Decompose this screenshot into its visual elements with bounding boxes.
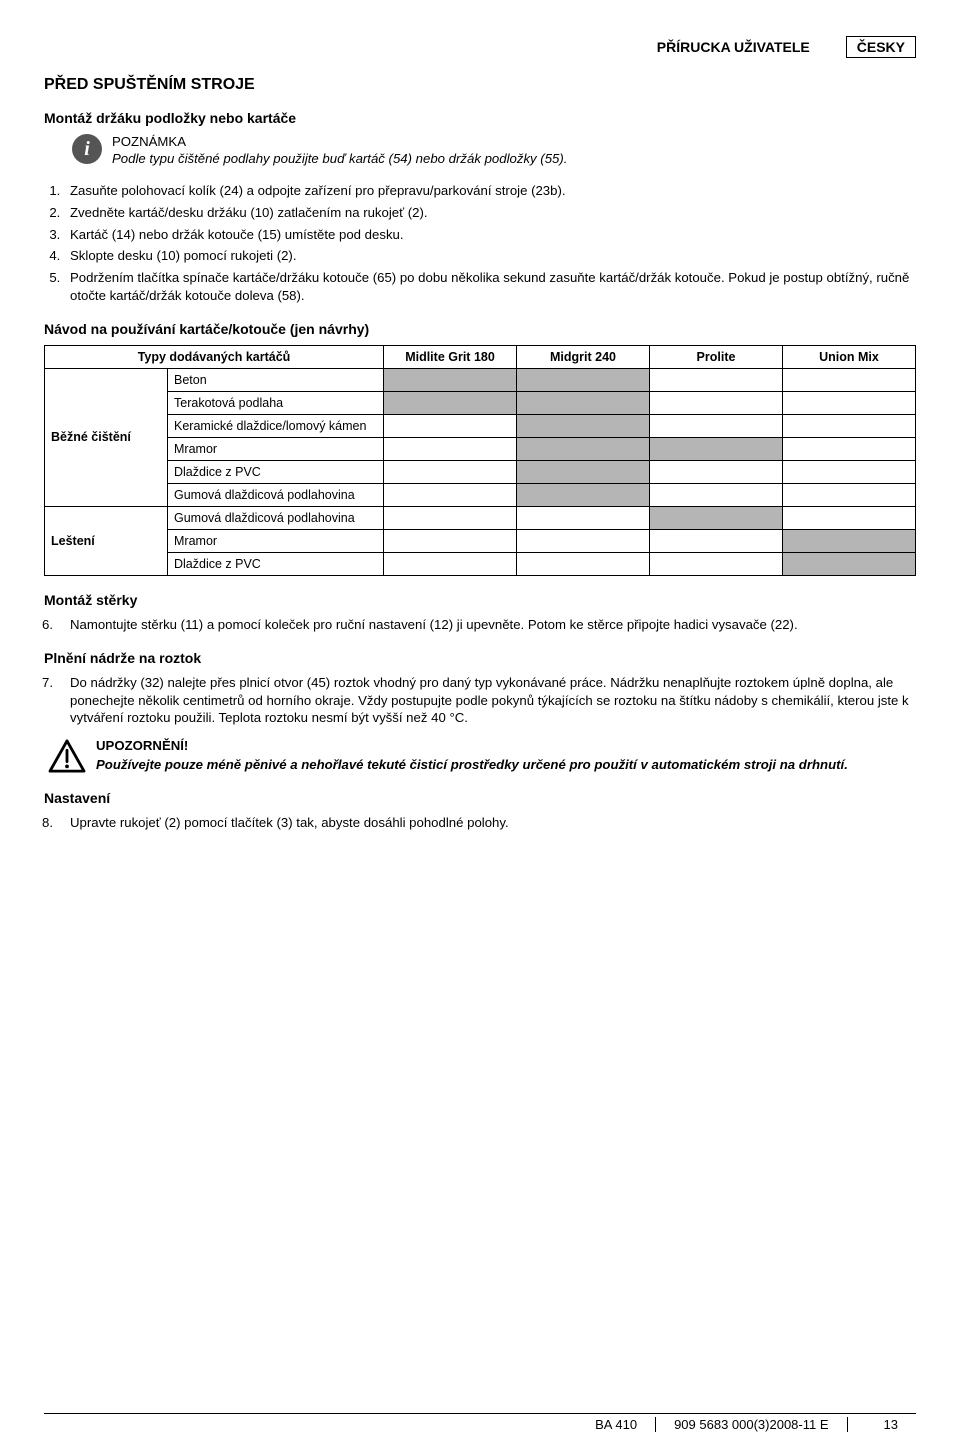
footer-page-number: 13 bbox=[847, 1417, 916, 1432]
squeegee-list: Namontujte stěrku (11) a pomocí koleček … bbox=[64, 616, 916, 634]
cell bbox=[384, 391, 517, 414]
cell bbox=[384, 368, 517, 391]
warning-text: UPOZORNĚNÍ! Používejte pouze méně pěnivé… bbox=[96, 737, 848, 774]
step-item: Sklopte desku (10) pomocí rukojeti (2). bbox=[64, 247, 916, 265]
step-item: Namontujte stěrku (11) a pomocí koleček … bbox=[64, 616, 916, 634]
note-text: POZNÁMKA Podle typu čištěné podlahy použ… bbox=[112, 134, 567, 166]
row-name: Dlaždice z PVC bbox=[168, 552, 384, 575]
warning-block: UPOZORNĚNÍ! Používejte pouze méně pěnivé… bbox=[48, 737, 916, 774]
info-icon: i bbox=[72, 134, 102, 164]
cell bbox=[650, 529, 783, 552]
col-brush-types: Typy dodávaných kartáčů bbox=[45, 345, 384, 368]
table-row: Dlaždice z PVC bbox=[45, 460, 916, 483]
cell bbox=[384, 414, 517, 437]
table-row: Terakotová podlaha bbox=[45, 391, 916, 414]
note-block: i POZNÁMKA Podle typu čištěné podlahy po… bbox=[72, 134, 916, 166]
table-row: Mramor bbox=[45, 529, 916, 552]
cell bbox=[384, 552, 517, 575]
squeegee-heading: Montáž stěrky bbox=[44, 592, 916, 608]
cell bbox=[783, 483, 916, 506]
cell bbox=[384, 529, 517, 552]
page: PŘÍRUCKA UŽIVATELE ČESKY PŘED SPUŠTĚNÍM … bbox=[0, 0, 960, 1454]
col-header: Prolite bbox=[650, 345, 783, 368]
step-item: Zasuňte polohovací kolík (24) a odpojte … bbox=[64, 182, 916, 200]
cell bbox=[650, 483, 783, 506]
warning-icon bbox=[48, 739, 86, 773]
page-footer: BA 410 909 5683 000(3)2008-11 E 13 bbox=[44, 1413, 916, 1432]
row-name: Dlaždice z PVC bbox=[168, 460, 384, 483]
step-item: Podržením tlačítka spínače kartáče/držák… bbox=[64, 269, 916, 305]
row-name: Mramor bbox=[168, 437, 384, 460]
col-header: Midgrit 240 bbox=[517, 345, 650, 368]
cell bbox=[783, 437, 916, 460]
section-heading-before-start: PŘED SPUŠTĚNÍM STROJE bbox=[44, 76, 916, 94]
cell bbox=[650, 460, 783, 483]
warning-body: Používejte pouze méně pěnivé a nehořlavé… bbox=[96, 757, 848, 772]
step-item: Zvedněte kartáč/desku držáku (10) zatlač… bbox=[64, 204, 916, 222]
footer-model: BA 410 bbox=[577, 1417, 655, 1432]
note-label: POZNÁMKA bbox=[112, 134, 567, 149]
cell bbox=[650, 368, 783, 391]
row-group-label: Leštení bbox=[45, 506, 168, 575]
row-group-label: Běžné čištění bbox=[45, 368, 168, 506]
cell bbox=[384, 506, 517, 529]
cell bbox=[517, 414, 650, 437]
cell bbox=[650, 414, 783, 437]
row-name: Terakotová podlaha bbox=[168, 391, 384, 414]
table-row: Gumová dlaždicová podlahovina bbox=[45, 483, 916, 506]
step-item: Do nádržky (32) nalejte přes plnicí otvo… bbox=[64, 674, 916, 727]
cell bbox=[783, 368, 916, 391]
cell bbox=[384, 437, 517, 460]
adjust-list: Upravte rukojeť (2) pomocí tlačítek (3) … bbox=[64, 814, 916, 832]
cell bbox=[517, 368, 650, 391]
table-row: LešteníGumová dlaždicová podlahovina bbox=[45, 506, 916, 529]
table-row: Keramické dlaždice/lomový kámen bbox=[45, 414, 916, 437]
brush-guide-heading: Návod na používání kartáče/kotouče (jen … bbox=[44, 321, 916, 337]
row-name: Gumová dlaždicová podlahovina bbox=[168, 506, 384, 529]
cell bbox=[783, 391, 916, 414]
cell bbox=[783, 552, 916, 575]
table-header-row: Typy dodávaných kartáčů Midlite Grit 180… bbox=[45, 345, 916, 368]
footer-doc-ref: 909 5683 000(3)2008-11 E bbox=[655, 1417, 846, 1432]
note-body: Podle typu čištěné podlahy použijte buď … bbox=[112, 151, 567, 166]
col-header: Midlite Grit 180 bbox=[384, 345, 517, 368]
fill-tank-heading: Plnění nádrže na roztok bbox=[44, 650, 916, 666]
step-item: Kartáč (14) nebo držák kotouče (15) umís… bbox=[64, 226, 916, 244]
subsection-mount-brush: Montáž držáku podložky nebo kartáče bbox=[44, 110, 916, 126]
language-badge: ČESKY bbox=[846, 36, 916, 58]
cell bbox=[517, 391, 650, 414]
top-header: PŘÍRUCKA UŽIVATELE ČESKY bbox=[44, 36, 916, 58]
fill-tank-list: Do nádržky (32) nalejte přes plnicí otvo… bbox=[64, 674, 916, 727]
cell bbox=[650, 437, 783, 460]
steps-list: Zasuňte polohovací kolík (24) a odpojte … bbox=[64, 182, 916, 305]
brush-guide-table: Typy dodávaných kartáčů Midlite Grit 180… bbox=[44, 345, 916, 576]
cell bbox=[517, 552, 650, 575]
cell bbox=[517, 437, 650, 460]
row-name: Keramické dlaždice/lomový kámen bbox=[168, 414, 384, 437]
cell bbox=[783, 460, 916, 483]
cell bbox=[517, 529, 650, 552]
cell bbox=[384, 460, 517, 483]
col-header: Union Mix bbox=[783, 345, 916, 368]
cell bbox=[517, 506, 650, 529]
table-row: Běžné čištěníBeton bbox=[45, 368, 916, 391]
cell bbox=[783, 414, 916, 437]
cell bbox=[783, 529, 916, 552]
cell bbox=[517, 483, 650, 506]
cell bbox=[384, 483, 517, 506]
step-item: Upravte rukojeť (2) pomocí tlačítek (3) … bbox=[64, 814, 916, 832]
table-row: Mramor bbox=[45, 437, 916, 460]
cell bbox=[650, 506, 783, 529]
row-name: Gumová dlaždicová podlahovina bbox=[168, 483, 384, 506]
row-name: Beton bbox=[168, 368, 384, 391]
cell bbox=[650, 552, 783, 575]
adjust-heading: Nastavení bbox=[44, 790, 916, 806]
warning-title: UPOZORNĚNÍ! bbox=[96, 737, 848, 755]
cell bbox=[517, 460, 650, 483]
row-name: Mramor bbox=[168, 529, 384, 552]
table-row: Dlaždice z PVC bbox=[45, 552, 916, 575]
cell bbox=[783, 506, 916, 529]
cell bbox=[650, 391, 783, 414]
manual-title: PŘÍRUCKA UŽIVATELE bbox=[657, 39, 810, 55]
